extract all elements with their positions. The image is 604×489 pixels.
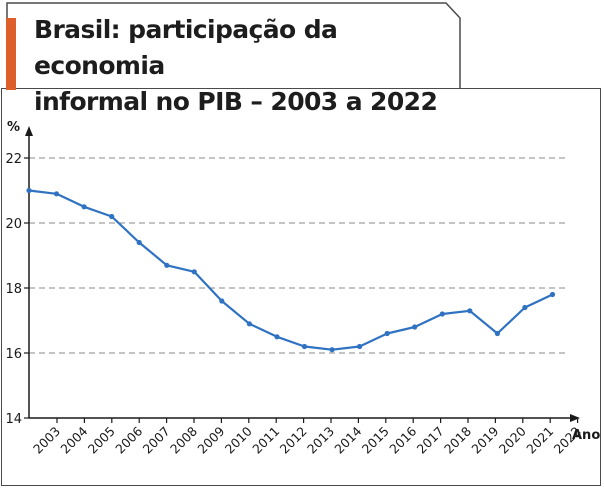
data-point [219, 298, 225, 304]
x-tick-label: 2017 [414, 424, 447, 457]
x-tick-label: 2014 [331, 423, 364, 456]
x-tick-label: 2016 [386, 423, 419, 456]
axes: % Ano [7, 120, 600, 443]
series-line [28, 189, 553, 351]
data-point [246, 321, 252, 327]
series [26, 187, 556, 353]
x-axis-label: Ano [572, 428, 600, 443]
y-tick-label: 16 [5, 347, 22, 362]
data-point [329, 347, 335, 353]
data-point [549, 291, 556, 298]
y-tick-label: 20 [5, 217, 22, 232]
x-tick-label: 2018 [441, 423, 474, 456]
x-tick-label: 2010 [222, 423, 255, 456]
x-tick-label: 2006 [112, 423, 145, 456]
y-tick-label: 22 [5, 152, 22, 167]
x-tick-labels: 2003200420052006200720082009201020112012… [30, 418, 584, 457]
data-point [26, 187, 32, 194]
data-point [467, 308, 473, 314]
x-tick-label: 2003 [30, 424, 63, 457]
x-tick-label: 2007 [140, 424, 173, 457]
data-point [136, 239, 142, 246]
y-tick-label: 14 [5, 412, 22, 427]
y-tick-labels: 14 16 18 20 22 [5, 152, 29, 427]
data-point [274, 334, 280, 340]
x-tick-label: 2005 [85, 424, 118, 457]
data-point [494, 330, 500, 337]
data-point [412, 324, 418, 330]
data-point [439, 311, 445, 317]
y-axis-label: % [7, 120, 20, 135]
x-tick-label: 2013 [304, 424, 337, 457]
chart-title: Brasil: participação da economia informa… [34, 12, 461, 120]
data-point [109, 213, 115, 220]
data-point [357, 343, 363, 350]
title-line-1: Brasil: participação da economia [34, 15, 338, 80]
data-point [53, 191, 60, 197]
x-tick-label: 2012 [277, 424, 310, 457]
x-axis-arrow [570, 414, 580, 422]
chart-frame [1, 88, 601, 486]
y-tick-label: 18 [5, 282, 22, 297]
title-box: Brasil: participação da economia informa… [6, 2, 461, 116]
data-point [81, 204, 87, 210]
x-tick-label: 2019 [468, 423, 501, 456]
data-point [191, 269, 197, 275]
x-tick-label: 2008 [167, 423, 200, 456]
x-tick-label: 2021 [523, 424, 556, 457]
y-axis-arrow [25, 126, 33, 136]
data-point [164, 262, 170, 268]
x-tick-label: 2011 [249, 424, 282, 457]
x-tick-label: 2020 [496, 423, 529, 456]
title-accent-bar [6, 18, 16, 90]
title-line-2: informal no PIB – 2003 a 2022 [34, 87, 438, 116]
data-point [301, 343, 308, 350]
x-tick-label: 2004 [57, 423, 90, 456]
x-tick-label: 2015 [359, 424, 392, 457]
x-tick-label: 2009 [194, 423, 227, 456]
data-point [522, 304, 528, 311]
data-point [384, 330, 390, 337]
